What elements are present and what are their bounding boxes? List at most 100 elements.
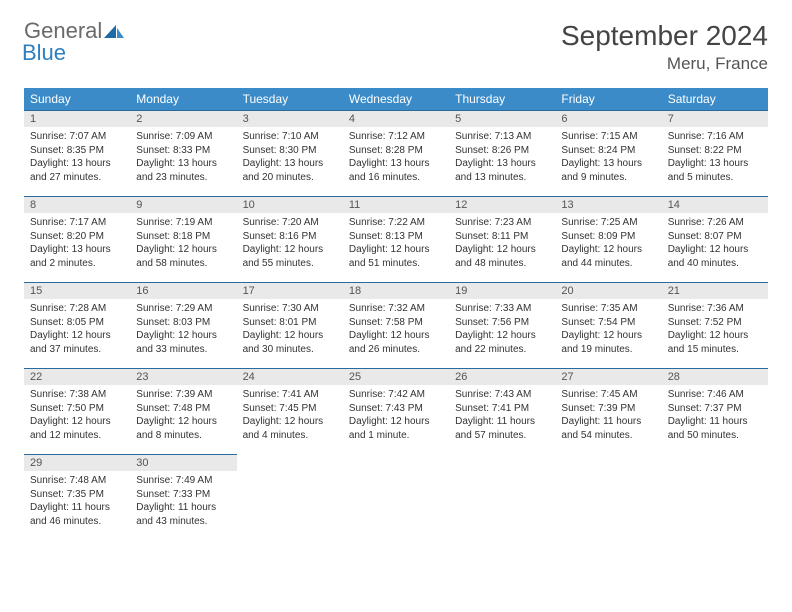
sunset-line: Sunset: 8:09 PM xyxy=(561,230,655,244)
sunrise-line: Sunrise: 7:46 AM xyxy=(668,388,762,402)
day-body: Sunrise: 7:46 AMSunset: 7:37 PMDaylight:… xyxy=(662,385,768,446)
day-number: 20 xyxy=(555,282,661,299)
sunset-line: Sunset: 7:50 PM xyxy=(30,402,124,416)
daylight-line: Daylight: 13 hours and 5 minutes. xyxy=(668,157,762,184)
sunrise-line: Sunrise: 7:36 AM xyxy=(668,302,762,316)
daylight-line: Daylight: 13 hours and 20 minutes. xyxy=(243,157,337,184)
daylight-line: Daylight: 12 hours and 44 minutes. xyxy=(561,243,655,270)
sunrise-line: Sunrise: 7:07 AM xyxy=(30,130,124,144)
sunrise-line: Sunrise: 7:15 AM xyxy=(561,130,655,144)
day-number: 1 xyxy=(24,110,130,127)
day-cell: 3 Sunrise: 7:10 AMSunset: 8:30 PMDaylight… xyxy=(237,110,343,196)
sunrise-line: Sunrise: 7:20 AM xyxy=(243,216,337,230)
day-cell: 9Sunrise: 7:19 AMSunset: 8:18 PMDaylight… xyxy=(130,196,236,282)
day-body: Sunrise: 7:33 AMSunset: 7:56 PMDaylight:… xyxy=(449,299,555,360)
daylight-line: Daylight: 12 hours and 48 minutes. xyxy=(455,243,549,270)
sunset-line: Sunset: 7:39 PM xyxy=(561,402,655,416)
day-number: 11 xyxy=(343,196,449,213)
day-cell: 1Sunrise: 7:07 AMSunset: 8:35 PMDaylight… xyxy=(24,110,130,196)
sunrise-line: Sunrise: 7:10 AM xyxy=(243,130,337,144)
day-number: 8 xyxy=(24,196,130,213)
daylight-line: Daylight: 12 hours and 15 minutes. xyxy=(668,329,762,356)
daylight-line: Daylight: 12 hours and 40 minutes. xyxy=(668,243,762,270)
day-number: 7 xyxy=(662,110,768,127)
calendar: SundayMondayTuesdayWednesdayThursdayFrid… xyxy=(24,88,768,540)
sunrise-line: Sunrise: 7:19 AM xyxy=(136,216,230,230)
day-body: Sunrise: 7:25 AMSunset: 8:09 PMDaylight:… xyxy=(555,213,661,274)
day-body: Sunrise: 7:49 AMSunset: 7:33 PMDaylight:… xyxy=(130,471,236,532)
day-body: Sunrise: 7:30 AMSunset: 8:01 PMDaylight:… xyxy=(237,299,343,360)
daylight-line: Daylight: 12 hours and 26 minutes. xyxy=(349,329,443,356)
weekday-header: Thursday xyxy=(449,88,555,110)
sunrise-line: Sunrise: 7:45 AM xyxy=(561,388,655,402)
daylight-line: Daylight: 12 hours and 4 minutes. xyxy=(243,415,337,442)
day-body: Sunrise: 7:41 AMSunset: 7:45 PMDaylight:… xyxy=(237,385,343,446)
sunrise-line: Sunrise: 7:26 AM xyxy=(668,216,762,230)
day-cell: 24Sunrise: 7:41 AMSunset: 7:45 PMDayligh… xyxy=(237,368,343,454)
day-body: Sunrise: 7:36 AMSunset: 7:52 PMDaylight:… xyxy=(662,299,768,360)
day-body: Sunrise: 7:35 AMSunset: 7:54 PMDaylight:… xyxy=(555,299,661,360)
day-cell: 6 Sunrise: 7:15 AMSunset: 8:24 PMDaylight… xyxy=(555,110,661,196)
daylight-line: Daylight: 13 hours and 16 minutes. xyxy=(349,157,443,184)
day-number: 6 xyxy=(555,110,661,127)
sunset-line: Sunset: 8:35 PM xyxy=(30,144,124,158)
sunset-line: Sunset: 8:22 PM xyxy=(668,144,762,158)
sunrise-line: Sunrise: 7:49 AM xyxy=(136,474,230,488)
sunrise-line: Sunrise: 7:12 AM xyxy=(349,130,443,144)
weekday-header: Wednesday xyxy=(343,88,449,110)
daylight-line: Daylight: 13 hours and 9 minutes. xyxy=(561,157,655,184)
sunset-line: Sunset: 8:30 PM xyxy=(243,144,337,158)
day-number: 19 xyxy=(449,282,555,299)
day-cell: 5Sunrise: 7:13 AMSunset: 8:26 PMDaylight… xyxy=(449,110,555,196)
sunset-line: Sunset: 8:20 PM xyxy=(30,230,124,244)
day-cell: 10Sunrise: 7:20 AMSunset: 8:16 PMDayligh… xyxy=(237,196,343,282)
daylight-line: Daylight: 13 hours and 2 minutes. xyxy=(30,243,124,270)
day-body: Sunrise: 7:19 AMSunset: 8:18 PMDaylight:… xyxy=(130,213,236,274)
daylight-line: Daylight: 12 hours and 8 minutes. xyxy=(136,415,230,442)
sunrise-line: Sunrise: 7:48 AM xyxy=(30,474,124,488)
sunset-line: Sunset: 7:41 PM xyxy=(455,402,549,416)
day-body: Sunrise: 7:07 AMSunset: 8:35 PMDaylight:… xyxy=(24,127,130,188)
sunset-line: Sunset: 7:52 PM xyxy=(668,316,762,330)
day-body: Sunrise: 7:48 AMSunset: 7:35 PMDaylight:… xyxy=(24,471,130,532)
daylight-line: Daylight: 12 hours and 51 minutes. xyxy=(349,243,443,270)
day-cell: 17Sunrise: 7:30 AMSunset: 8:01 PMDayligh… xyxy=(237,282,343,368)
daylight-line: Daylight: 12 hours and 12 minutes. xyxy=(30,415,124,442)
weekday-header: Monday xyxy=(130,88,236,110)
sunrise-line: Sunrise: 7:30 AM xyxy=(243,302,337,316)
sunrise-line: Sunrise: 7:28 AM xyxy=(30,302,124,316)
day-cell: 22Sunrise: 7:38 AMSunset: 7:50 PMDayligh… xyxy=(24,368,130,454)
sunrise-line: Sunrise: 7:25 AM xyxy=(561,216,655,230)
sunset-line: Sunset: 8:03 PM xyxy=(136,316,230,330)
day-body: Sunrise: 7:20 AMSunset: 8:16 PMDaylight:… xyxy=(237,213,343,274)
daylight-line: Daylight: 13 hours and 27 minutes. xyxy=(30,157,124,184)
sunrise-line: Sunrise: 7:13 AM xyxy=(455,130,549,144)
daylight-line: Daylight: 12 hours and 33 minutes. xyxy=(136,329,230,356)
day-cell: 28Sunrise: 7:46 AMSunset: 7:37 PMDayligh… xyxy=(662,368,768,454)
sunrise-line: Sunrise: 7:42 AM xyxy=(349,388,443,402)
daylight-line: Daylight: 13 hours and 13 minutes. xyxy=(455,157,549,184)
calendar-head: SundayMondayTuesdayWednesdayThursdayFrid… xyxy=(24,88,768,110)
day-body: Sunrise: 7:13 AMSunset: 8:26 PMDaylight:… xyxy=(449,127,555,188)
sunset-line: Sunset: 8:18 PM xyxy=(136,230,230,244)
day-number: 15 xyxy=(24,282,130,299)
sunrise-line: Sunrise: 7:39 AM xyxy=(136,388,230,402)
sunrise-line: Sunrise: 7:09 AM xyxy=(136,130,230,144)
day-body: Sunrise: 7:16 AMSunset: 8:22 PMDaylight:… xyxy=(662,127,768,188)
daylight-line: Daylight: 12 hours and 19 minutes. xyxy=(561,329,655,356)
weekday-header: Sunday xyxy=(24,88,130,110)
sunset-line: Sunset: 8:05 PM xyxy=(30,316,124,330)
day-body: Sunrise: 7:45 AMSunset: 7:39 PMDaylight:… xyxy=(555,385,661,446)
daylight-line: Daylight: 12 hours and 30 minutes. xyxy=(243,329,337,356)
day-cell: 14Sunrise: 7:26 AMSunset: 8:07 PMDayligh… xyxy=(662,196,768,282)
day-number: 29 xyxy=(24,454,130,471)
sunset-line: Sunset: 7:56 PM xyxy=(455,316,549,330)
day-body: Sunrise: 7:29 AMSunset: 8:03 PMDaylight:… xyxy=(130,299,236,360)
sunset-line: Sunset: 8:24 PM xyxy=(561,144,655,158)
sunrise-line: Sunrise: 7:23 AM xyxy=(455,216,549,230)
day-body: Sunrise: 7:38 AMSunset: 7:50 PMDaylight:… xyxy=(24,385,130,446)
day-number: 5 xyxy=(449,110,555,127)
day-number: 22 xyxy=(24,368,130,385)
day-number: 3 xyxy=(237,110,343,127)
sunset-line: Sunset: 8:07 PM xyxy=(668,230,762,244)
